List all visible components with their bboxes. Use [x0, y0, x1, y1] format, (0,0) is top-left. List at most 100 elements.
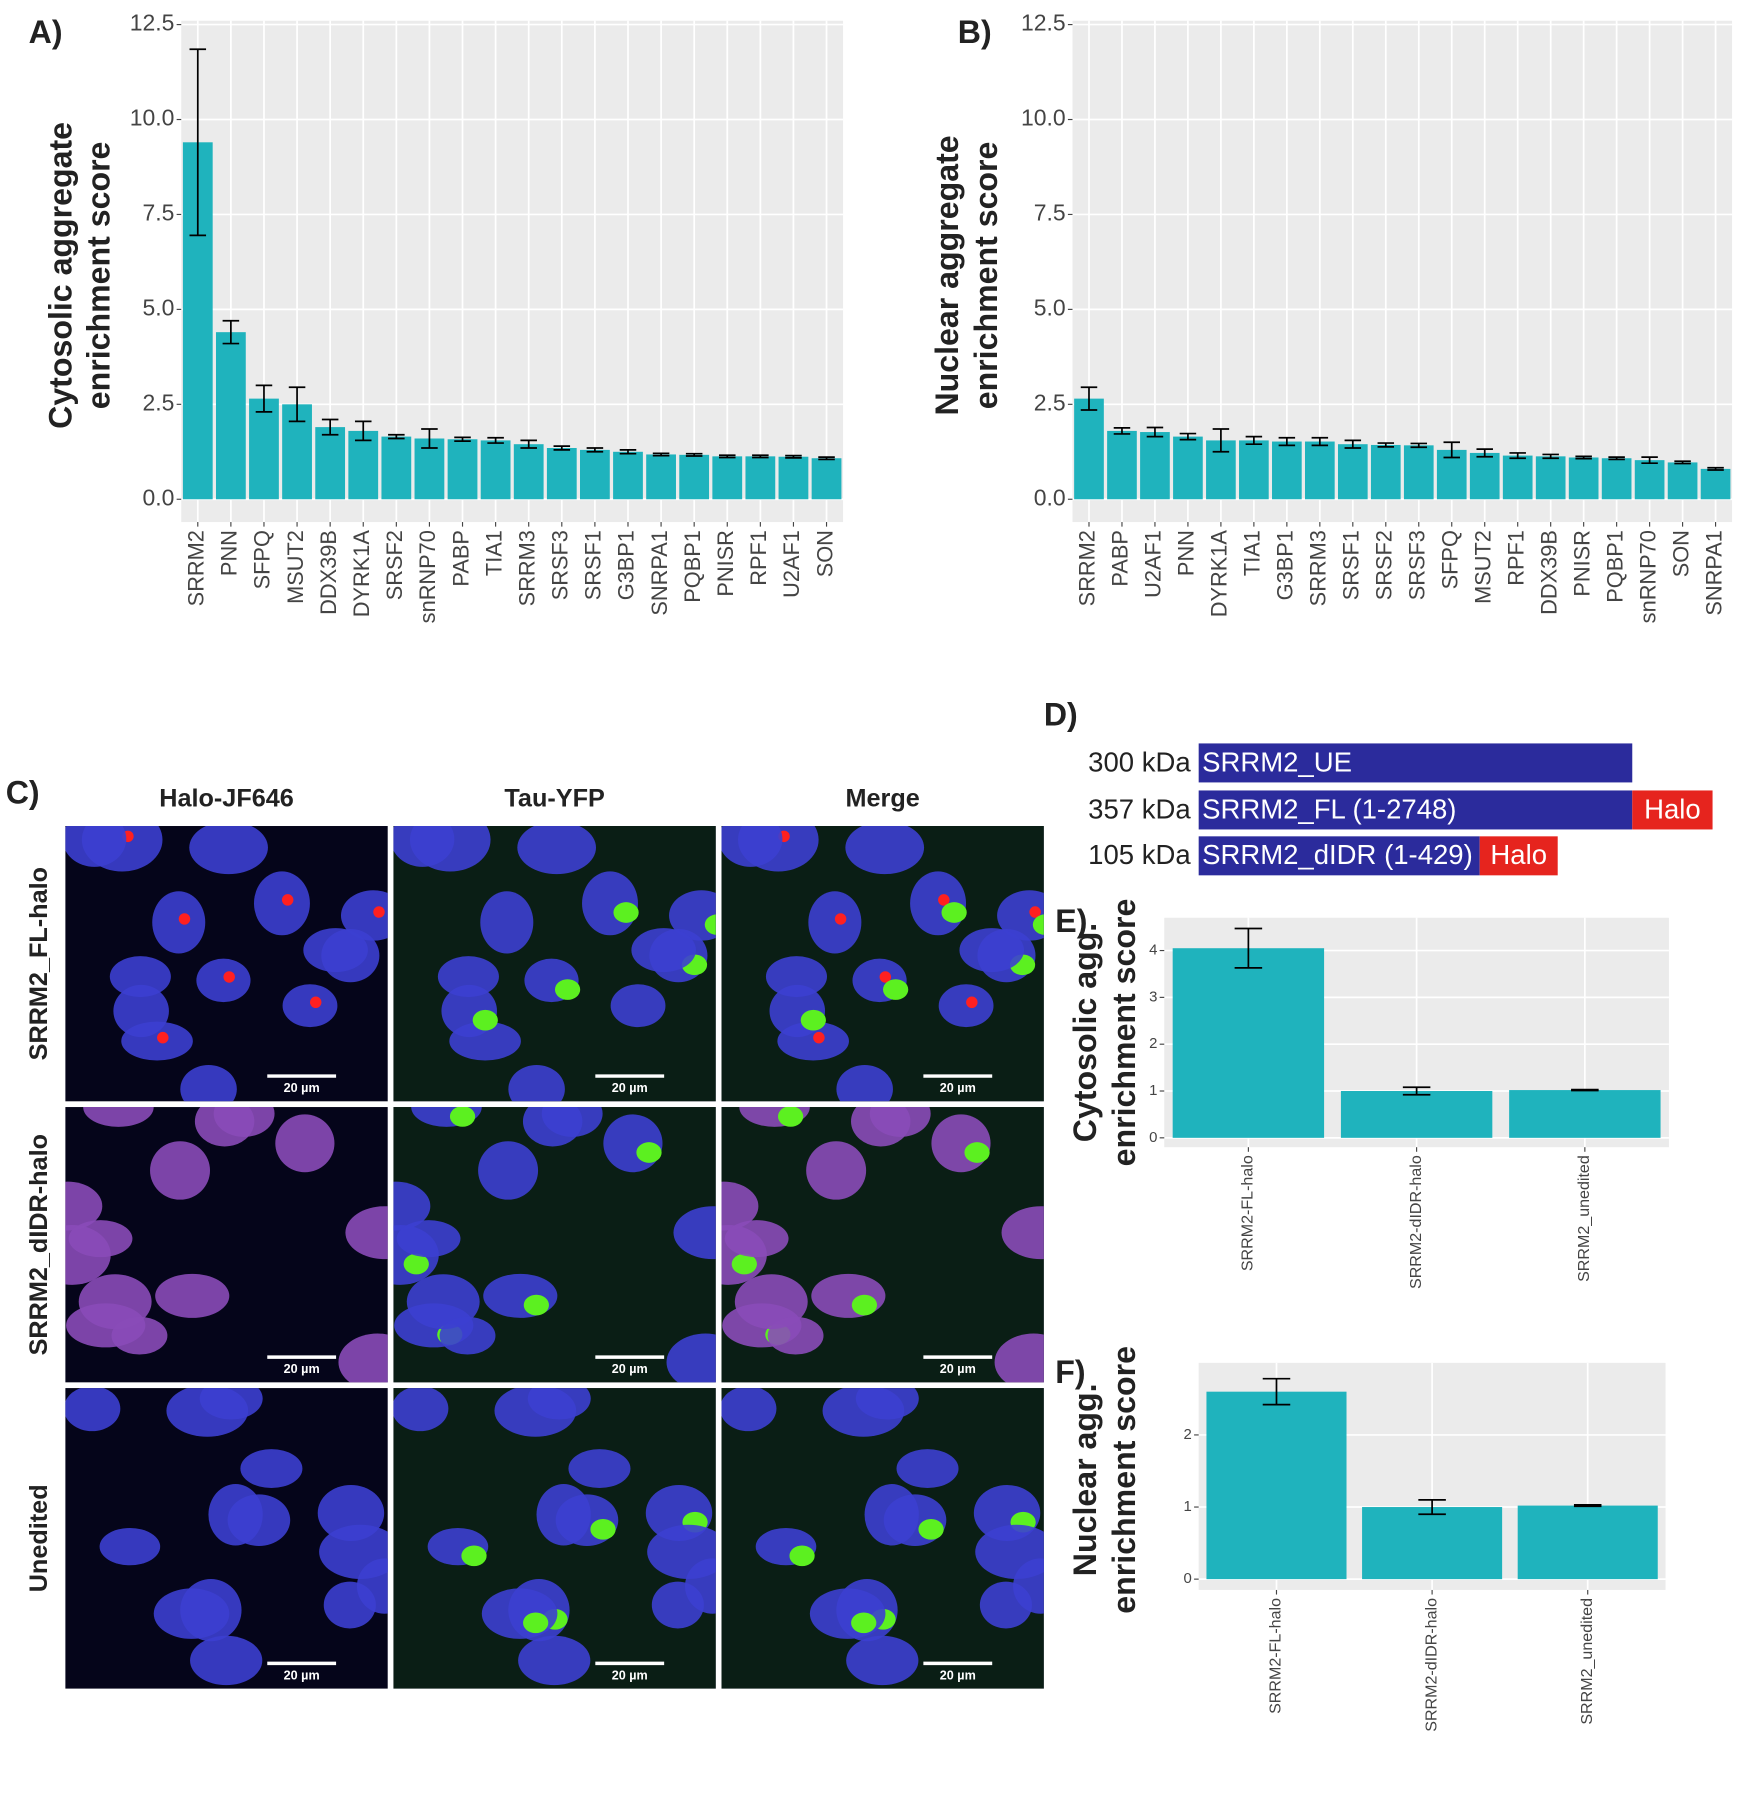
error-bar [1542, 453, 1559, 460]
x-tick-label: SFPQ [250, 530, 275, 589]
error-bar [1674, 460, 1691, 465]
nucleus [669, 890, 716, 941]
scale-bar-label: 20 µm [612, 1081, 648, 1095]
error-bar [1311, 436, 1329, 447]
nucleus [406, 1274, 480, 1330]
error-bar [685, 452, 703, 457]
nucleus [340, 890, 388, 941]
y-tick-label: 7.5 [1034, 200, 1066, 226]
construct-size: 300 kDa [1088, 746, 1191, 777]
nucleus [684, 1558, 716, 1614]
y-tick-label: 10.0 [1021, 105, 1066, 131]
y-axis-title: Cytosolic aggregate [43, 122, 79, 429]
nucleus [851, 1107, 911, 1147]
tau-aggregate [636, 1142, 662, 1163]
nucleus [610, 984, 666, 1028]
nucleus [1013, 1558, 1044, 1614]
bar [215, 332, 246, 500]
nucleus [393, 826, 455, 867]
y-tick-label: 0 [1149, 1130, 1157, 1146]
error-bar [222, 319, 240, 345]
x-tick-label: MSUT2 [283, 530, 308, 604]
x-tick-label: SRSF1 [581, 530, 606, 600]
tau-aggregate [851, 1612, 877, 1634]
nucleus [65, 826, 127, 867]
cells [721, 1388, 1044, 1689]
nucleus [734, 1274, 808, 1330]
bar [1509, 1090, 1661, 1138]
bar [1469, 452, 1500, 500]
y-tick-label: 10.0 [130, 105, 175, 131]
x-tick-label: SRSF3 [548, 530, 573, 600]
tau-aggregate [777, 1107, 804, 1127]
red-puncta [309, 996, 322, 1009]
nucleus [808, 891, 862, 954]
bar [1601, 458, 1632, 500]
error-bar [1146, 426, 1164, 438]
y-tick-label: 1 [1183, 1499, 1191, 1515]
bar [712, 456, 743, 500]
nucleus [975, 1524, 1044, 1579]
error-bar [1575, 455, 1592, 460]
nucleus [437, 956, 499, 998]
tau-aggregate [918, 1519, 944, 1540]
y-tick-label: 5.0 [142, 294, 174, 320]
x-tick-label: PABP [1108, 530, 1133, 587]
scale-bar-label: 20 µm [940, 1081, 976, 1095]
tau-aggregate [403, 1253, 429, 1275]
tau-aggregate [704, 914, 716, 935]
column-header: Tau-YFP [504, 784, 604, 812]
bar [1272, 441, 1302, 500]
construct-bar [1198, 790, 1633, 830]
tau-aggregate [461, 1545, 487, 1567]
tau-aggregate [941, 902, 967, 923]
y-axis-title: Nuclear aggregate [929, 135, 965, 415]
bar [1403, 445, 1434, 500]
scale-bar-label: 20 µm [284, 1081, 320, 1095]
nucleus [997, 890, 1044, 941]
red-puncta [178, 913, 191, 925]
bar [646, 454, 676, 500]
y-tick-label: 2.5 [142, 389, 174, 415]
tau-aggregate [789, 1545, 815, 1567]
error-bar [1080, 386, 1098, 411]
red-puncta [938, 894, 950, 906]
x-tick-label: TIA1 [1240, 530, 1265, 576]
cells [65, 1107, 388, 1383]
bar [513, 444, 544, 500]
x-tick-label: SON [812, 530, 837, 577]
bar [613, 451, 643, 500]
x-tick-label: snRNP70 [1635, 530, 1660, 623]
bar [580, 449, 610, 500]
bar [381, 436, 412, 500]
nucleus [481, 1588, 558, 1639]
nucleus [99, 1528, 161, 1566]
x-tick-label: SFPQ [1437, 530, 1462, 589]
panel-label: D) [1044, 697, 1078, 733]
nucleus [338, 1333, 388, 1383]
y-tick-label: 0.0 [142, 484, 174, 510]
nucleus [480, 891, 534, 954]
nucleus [393, 1181, 431, 1231]
error-bar [553, 445, 571, 451]
x-tick-label: SNRPA1 [647, 530, 672, 616]
nucleus [190, 1635, 263, 1686]
nucleus [439, 1316, 496, 1355]
plot-background [1072, 20, 1733, 523]
construct-bar [1198, 743, 1633, 783]
error-bar [1212, 428, 1230, 453]
y-axis-title: enrichment score [968, 142, 1004, 410]
cells [393, 826, 716, 1102]
error-bar [586, 447, 604, 453]
nucleus [855, 1388, 919, 1420]
error-bar [1418, 1498, 1446, 1516]
nucleus [275, 1114, 335, 1173]
nucleus [527, 1388, 591, 1420]
nucleus [845, 826, 925, 875]
y-axis-title: enrichment score [80, 142, 116, 410]
x-tick-label: DYRK1A [349, 530, 374, 618]
y-tick-label: 4 [1149, 942, 1157, 958]
y-tick-label: 7.5 [142, 200, 174, 226]
construct-size: 105 kDa [1088, 839, 1191, 870]
